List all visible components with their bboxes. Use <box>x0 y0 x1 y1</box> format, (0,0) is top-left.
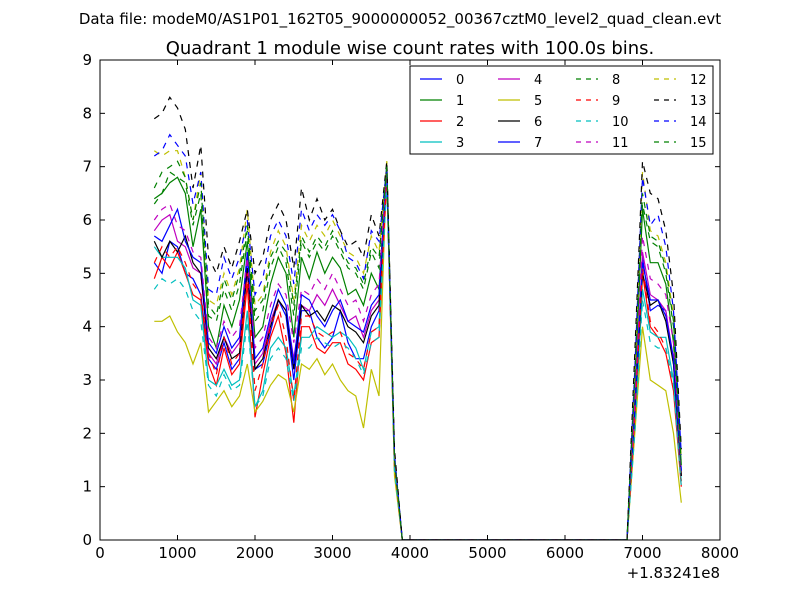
y-tick-label: 4 <box>82 318 92 336</box>
y-tick-label: 0 <box>82 531 92 549</box>
x-tick-label: 7000 <box>623 544 661 562</box>
series-line-11 <box>153 166 682 540</box>
legend-label-12: 12 <box>690 73 707 88</box>
x-axis-offset-label: +1.83241e8 <box>627 564 720 582</box>
legend-label-13: 13 <box>690 94 707 109</box>
legend-label-15: 15 <box>690 136 707 151</box>
legend-label-4: 4 <box>534 73 542 88</box>
series-line-2 <box>153 177 682 540</box>
legend-label-5: 5 <box>534 94 542 109</box>
series-line-1 <box>153 166 682 540</box>
legend-label-3: 3 <box>456 136 464 151</box>
series-line-0 <box>153 171 682 540</box>
series-line-10 <box>153 182 682 540</box>
series-line-13 <box>153 96 682 540</box>
legend-label-14: 14 <box>690 115 707 130</box>
y-tick-label: 8 <box>82 104 92 122</box>
x-tick-label: 4000 <box>391 544 429 562</box>
legend-label-11: 11 <box>612 136 629 151</box>
legend-label-8: 8 <box>612 73 620 88</box>
x-tick-label: 8000 <box>701 544 739 562</box>
x-tick-label: 3000 <box>313 544 351 562</box>
series-line-9 <box>153 177 682 540</box>
x-tick-label: 1000 <box>158 544 196 562</box>
y-tick-label: 9 <box>82 51 92 69</box>
legend-label-1: 1 <box>456 94 464 109</box>
legend-label-7: 7 <box>534 136 542 151</box>
series-line-5 <box>154 161 682 540</box>
series-line-12 <box>153 150 682 540</box>
x-tick-label: 2000 <box>236 544 274 562</box>
x-tick-label: 6000 <box>546 544 584 562</box>
legend-label-6: 6 <box>534 115 542 130</box>
chart-title: Quadrant 1 module wise count rates with … <box>166 38 655 59</box>
series-line-3 <box>153 177 682 540</box>
series-line-7 <box>153 166 682 540</box>
series-line-6 <box>153 171 682 540</box>
legend-label-2: 2 <box>456 115 464 130</box>
y-tick-label: 7 <box>82 158 92 176</box>
legend-label-9: 9 <box>612 94 620 109</box>
ticks-layer: 0 1000 2000 3000 4000 5000 6000 7000 80000123456… <box>82 51 739 562</box>
legend-label-0: 0 <box>456 73 464 88</box>
y-tick-label: 3 <box>82 371 92 389</box>
series-layer <box>153 96 682 540</box>
y-tick-label: 5 <box>82 264 92 282</box>
series-line-8 <box>153 166 682 540</box>
series-line-4 <box>153 171 682 540</box>
x-tick-label: 5000 <box>468 544 506 562</box>
legend-box <box>409 65 714 155</box>
y-tick-label: 6 <box>82 211 92 229</box>
figure-suptitle: Data file: modeM0/AS1P01_162T05_90000000… <box>79 10 721 29</box>
x-tick-label: 0 <box>95 544 105 562</box>
y-tick-label: 2 <box>82 424 92 442</box>
y-tick-label: 1 <box>82 478 92 496</box>
legend-label-10: 10 <box>612 115 629 130</box>
series-line-14 <box>153 133 682 540</box>
series-line-15 <box>153 160 682 540</box>
